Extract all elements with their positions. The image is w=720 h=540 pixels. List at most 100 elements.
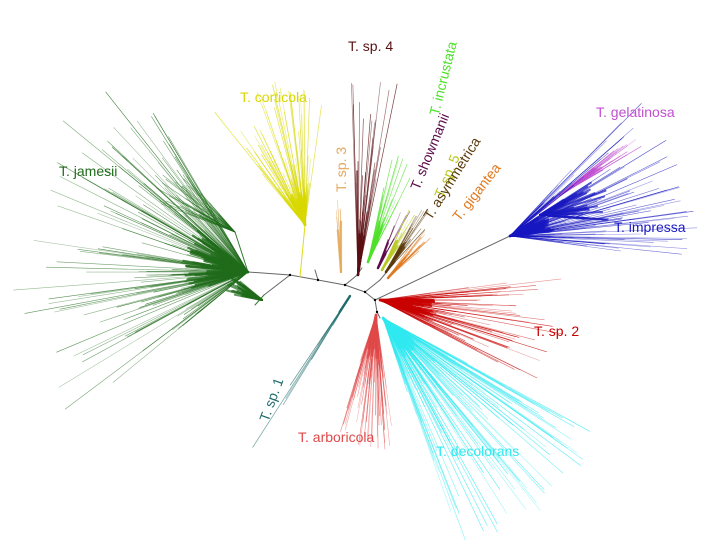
branch-sp4 [352,84,359,276]
branch-sp2 [379,282,507,301]
branch-decolorans [382,317,582,466]
backbone-edge [263,274,291,296]
branch-showmanii [376,250,387,270]
branch-impressa [509,199,546,237]
branch-jamesii [130,127,249,273]
branch-corticola [304,104,322,226]
branch-jamesii [73,271,249,357]
backbone-edge [374,235,511,301]
branch-decolorans [382,317,510,403]
branch-decolorans [382,317,568,449]
backbone-edge [247,271,291,276]
branch-sp4 [357,83,398,276]
branch-jamesii [82,271,249,356]
backbone-edge [344,275,357,286]
branch-sp2 [379,299,538,379]
branch-corticola [290,194,307,227]
branch-jamesii [205,237,250,274]
backbone-edge [289,274,319,281]
branch-sp2 [379,291,471,301]
tree-node [373,298,377,302]
branch-sp2 [379,278,562,301]
branch-jamesii [112,271,249,383]
branch-jamesii [200,193,236,233]
backbone-edge [374,299,378,313]
branch-jamesii [105,91,249,273]
label-decolorans: T. decolorans [436,443,520,459]
branch-impressa [509,235,625,240]
label-sp2: T. sp. 2 [534,323,580,339]
label-sp3: T. sp. 3 [333,146,349,192]
branch-impressa [509,235,668,242]
branch-sp1 [252,295,351,448]
tree-branches [13,81,698,540]
branch-decolorans [382,317,460,514]
branch-impressa [509,138,623,237]
backbone-edge [364,291,376,301]
branch-gigantea [386,266,399,280]
branch-incrustata [366,231,382,264]
branch-jamesii [155,175,249,273]
branch-decolorans [381,316,413,341]
branch-sp2 [378,298,414,305]
label-gelatinosa: T. gelatinosa [596,104,675,120]
branch-corticola [299,224,306,278]
branch-impressa [509,195,555,237]
label-jamesii: T. jamesii [59,163,118,179]
branch-decolorans [382,317,434,454]
label-sp4: T. sp. 4 [348,38,394,54]
branch-jamesii [164,187,249,273]
branch-impressa [509,235,682,255]
branch-impressa [509,235,688,249]
backbone-edge [344,284,366,293]
backbone-edge [314,269,319,281]
branch-impressa [509,235,621,252]
branch-asymmetrica [384,246,402,274]
branch-impressa [509,190,561,237]
branch-decolorans [382,317,460,497]
branch-impressa [509,193,561,237]
branch-jamesii [199,214,249,273]
branch-decolorans [382,317,397,359]
tree-node [316,278,320,282]
branch-sp5 [380,239,398,272]
branch-decolorans [382,317,528,489]
branch-impressa [509,174,575,237]
branch-decolorans [382,317,539,413]
branch-impressa [508,227,533,238]
branch-impressa [539,200,569,216]
branch-jamesii [58,271,249,388]
branch-sp2 [378,298,430,315]
branch-jamesii [207,215,249,273]
branch-corticola [240,130,306,226]
branch-decolorans [382,317,578,453]
branch-impressa [509,169,572,237]
branch-jamesii [165,178,236,233]
branch-arboricola [367,313,378,350]
branch-decolorans [382,317,439,472]
branch-impressa [509,233,642,237]
branch-jamesii [191,271,249,310]
branch-sp1 [339,294,352,313]
label-impressa: T. impressa [614,219,686,235]
backbone-edge [317,279,346,286]
branch-jamesii [180,205,236,233]
branch-decolorans [382,317,572,440]
tree-backbone [246,223,512,319]
branch-jamesii [204,270,250,279]
label-corticola: T. corticola [240,89,307,105]
branch-jamesii [107,140,249,273]
branch-decolorans [382,317,425,341]
tree-node [288,273,292,277]
branch-impressa [539,211,563,216]
branch-impressa [509,235,654,243]
branch-jamesii [211,263,250,274]
branch-sp4 [356,247,364,277]
label-arboricola: T. arboricola [298,429,375,445]
branch-jamesii [124,271,249,337]
branch-impressa [509,227,698,237]
branch-jamesii [236,284,263,301]
tree-node [343,283,347,287]
branch-jamesii [152,112,249,273]
